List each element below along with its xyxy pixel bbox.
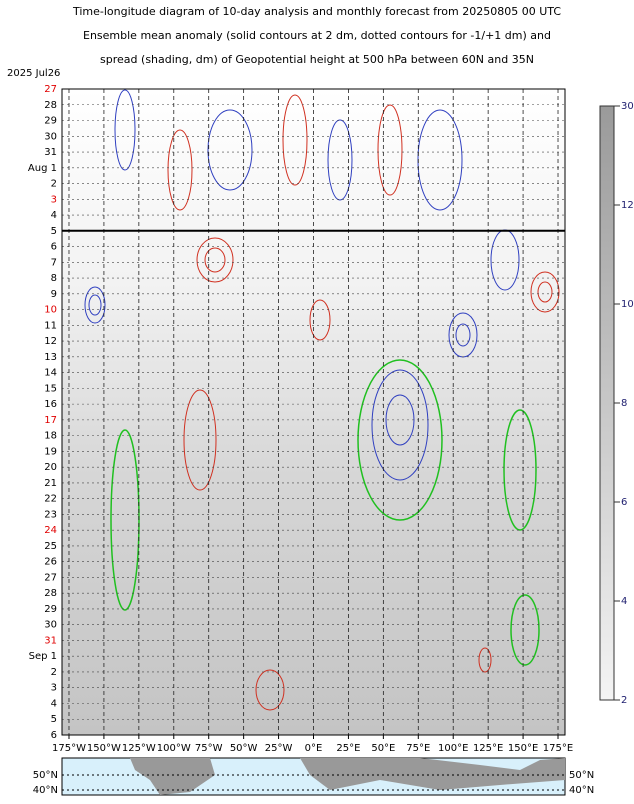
map-lat-label: 40°N — [33, 785, 58, 796]
y-tick-label: 11 — [44, 320, 57, 331]
x-tick-label: 25°E — [336, 743, 360, 754]
y-tick-label: 30 — [44, 131, 57, 142]
map-lat-label: 40°N — [569, 785, 594, 796]
y-tick-label: 3 — [51, 683, 57, 694]
chart-title: spread (shading, dm) of Geopotential hei… — [100, 53, 534, 66]
y-tick-label: 20 — [44, 462, 57, 473]
y-tick-label: 2 — [51, 667, 57, 678]
colorbar-label: 8 — [621, 398, 627, 409]
y-tick-label: 18 — [44, 431, 57, 442]
y-tick-label: 5 — [51, 714, 57, 725]
start-label: 2025 Jul26 — [7, 68, 60, 79]
x-tick-label: 75°E — [406, 743, 430, 754]
y-tick-label: 6 — [51, 242, 57, 253]
x-tick-label: 75°W — [195, 743, 223, 754]
y-tick-label: 4 — [51, 210, 57, 221]
map-strip — [61, 757, 566, 796]
chart-title: Time-longitude diagram of 10-day analysi… — [72, 5, 561, 18]
x-tick-label: 100°E — [438, 743, 468, 754]
y-tick-label: 26 — [44, 557, 57, 568]
y-tick-label: 17 — [44, 415, 57, 426]
y-tick-label: 24 — [44, 525, 57, 536]
colorbar-label: 2 — [621, 695, 627, 706]
x-tick-label: 100°W — [157, 743, 191, 754]
y-tick-label: 3 — [51, 194, 57, 205]
x-tick-label: 50°W — [230, 743, 258, 754]
x-tick-label: 125°W — [122, 743, 156, 754]
colorbar-label: 30 — [621, 101, 634, 112]
y-tick-label: 16 — [44, 399, 57, 410]
y-tick-label: 29 — [44, 116, 57, 127]
y-tick-label: 12 — [44, 336, 57, 347]
y-tick-label: 28 — [44, 588, 57, 599]
contour-sketch — [84, 89, 560, 711]
y-tick-label: 14 — [44, 368, 57, 379]
y-tick-label: 15 — [44, 383, 57, 394]
colorbar — [599, 105, 615, 701]
y-tick-label: 31 — [44, 147, 57, 158]
x-tick-label: 150°W — [87, 743, 121, 754]
y-tick-label: 21 — [44, 478, 57, 489]
y-tick-label: 13 — [44, 352, 57, 363]
colorbar-label: 10 — [621, 299, 634, 310]
x-tick-label: 175°E — [543, 743, 573, 754]
colorbar-label: 4 — [621, 596, 627, 607]
colorbar-label: 6 — [621, 497, 627, 508]
y-tick-label: 25 — [44, 541, 57, 552]
y-tick-label: 23 — [44, 509, 57, 520]
x-tick-label: 125°E — [473, 743, 503, 754]
y-tick-label: 7 — [51, 257, 57, 268]
y-tick-label: 4 — [51, 698, 57, 709]
x-tick-label: 50°E — [371, 743, 395, 754]
y-tick-label: 6 — [51, 730, 57, 741]
map-lat-label: 50°N — [33, 770, 58, 781]
colorbar-label: 12 — [621, 200, 634, 211]
map-lat-label: 50°N — [569, 770, 594, 781]
y-tick-label: 8 — [51, 273, 57, 284]
x-tick-label: 175°W — [52, 743, 86, 754]
y-tick-label: 10 — [44, 305, 57, 316]
y-tick-label: Sep 1 — [29, 651, 57, 662]
y-tick-label: 27 — [44, 572, 57, 583]
chart-title: Ensemble mean anomaly (solid contours at… — [83, 29, 551, 42]
y-tick-label: 9 — [51, 289, 57, 300]
y-tick-label: 22 — [44, 494, 57, 505]
y-tick-label: 31 — [44, 635, 57, 646]
y-tick-label: Aug 1 — [28, 163, 57, 174]
y-tick-label: 27 — [44, 84, 57, 95]
y-tick-label: 28 — [44, 100, 57, 111]
y-tick-label: 19 — [44, 446, 57, 457]
y-tick-label: 5 — [51, 226, 57, 237]
x-tick-label: 150°E — [508, 743, 538, 754]
x-tick-label: 0°E — [305, 743, 323, 754]
y-tick-label: 29 — [44, 604, 57, 615]
y-tick-label: 2 — [51, 179, 57, 190]
x-tick-label: 25°W — [265, 743, 293, 754]
y-tick-label: 30 — [44, 620, 57, 631]
